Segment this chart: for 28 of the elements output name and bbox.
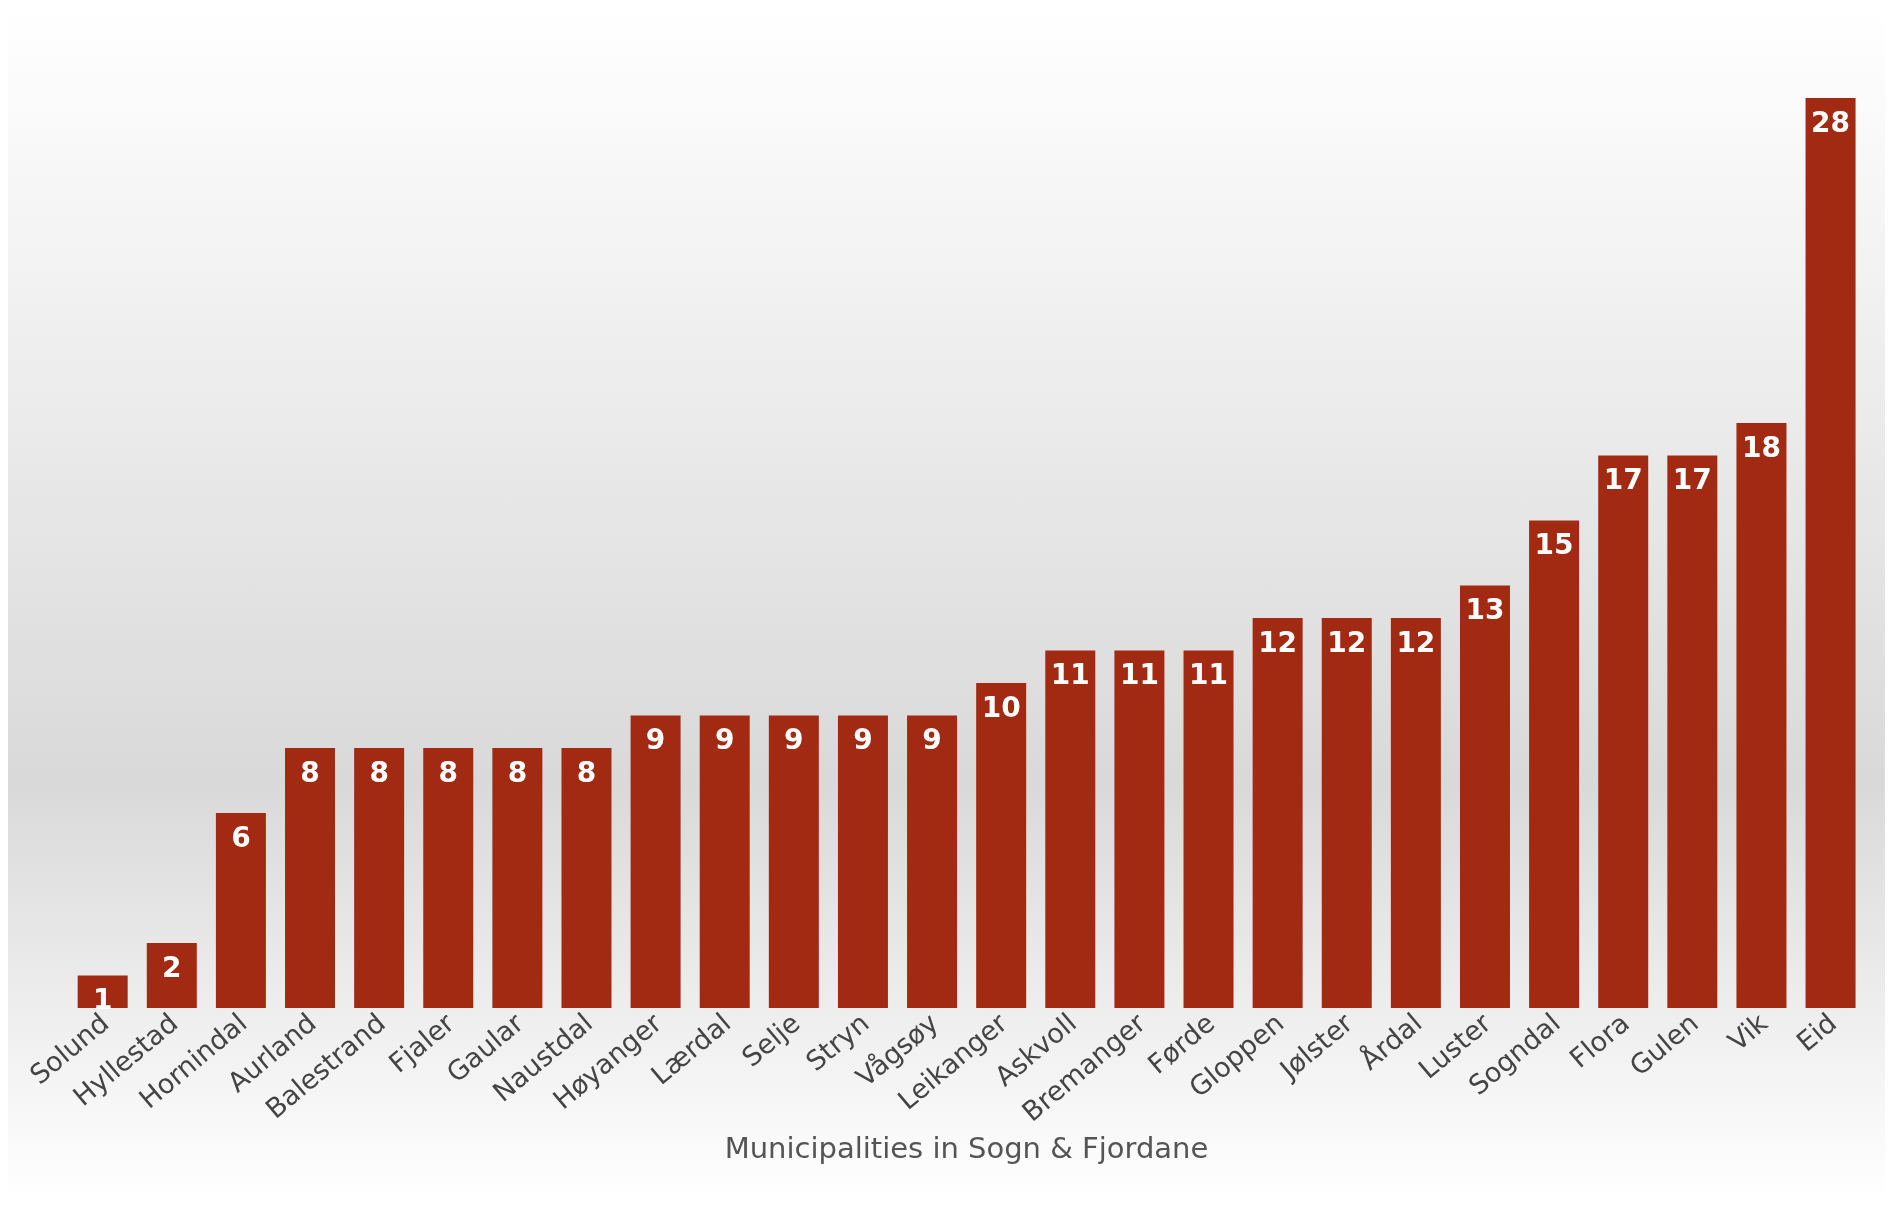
- data-label: 8: [369, 755, 389, 789]
- data-label: 9: [714, 723, 735, 757]
- data-label: 8: [507, 755, 528, 789]
- data-label: 8: [300, 755, 320, 789]
- data-label: 12: [1258, 625, 1298, 659]
- data-label: 10: [981, 690, 1021, 724]
- data-label: 17: [1603, 463, 1643, 497]
- data-label: 15: [1534, 528, 1574, 562]
- x-axis-title: Municipalities in Sogn & Fjordane: [724, 1131, 1209, 1165]
- data-label: 8: [576, 755, 597, 789]
- data-label: 11: [1189, 658, 1229, 692]
- data-label: 2: [162, 950, 182, 984]
- data-label: 9: [645, 723, 666, 757]
- data-label: 17: [1672, 463, 1712, 497]
- data-label: 12: [1396, 625, 1436, 659]
- data-label: 6: [231, 820, 251, 854]
- data-label: 8: [438, 755, 458, 789]
- data-label: 9: [853, 723, 873, 757]
- data-label: 11: [1050, 658, 1090, 692]
- data-label: 13: [1465, 593, 1505, 627]
- data-label: 9: [922, 723, 942, 757]
- data-label: 12: [1327, 625, 1367, 659]
- data-label: 18: [1741, 430, 1781, 464]
- data-label: 11: [1119, 658, 1159, 692]
- data-label: 28: [1811, 105, 1851, 139]
- x-tick-label: Eid: [1790, 1006, 1843, 1058]
- data-label: 9: [784, 723, 804, 757]
- x-tick-label: Vik: [1721, 1006, 1774, 1057]
